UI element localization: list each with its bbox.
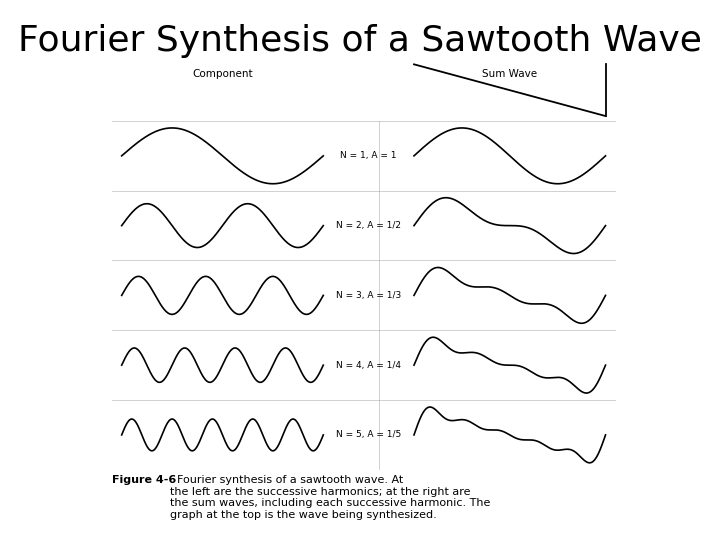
Text: N = 3, A = 1/3: N = 3, A = 1/3 [336, 291, 401, 300]
Text: N = 5, A = 1/5: N = 5, A = 1/5 [336, 430, 401, 440]
Text: N = 2, A = 1/2: N = 2, A = 1/2 [336, 221, 401, 230]
Text: Figure 4-6: Figure 4-6 [112, 475, 176, 485]
Text: N = 4, A = 1/4: N = 4, A = 1/4 [336, 361, 401, 370]
Text: Fourier synthesis of a sawtooth wave. At
the left are the successive harmonics; : Fourier synthesis of a sawtooth wave. At… [170, 475, 490, 520]
Text: Sum Wave: Sum Wave [482, 69, 537, 79]
Text: Fourier Synthesis of a Sawtooth Wave: Fourier Synthesis of a Sawtooth Wave [18, 24, 702, 58]
Text: N = 1, A = 1: N = 1, A = 1 [341, 151, 397, 160]
Text: Component: Component [192, 69, 253, 79]
